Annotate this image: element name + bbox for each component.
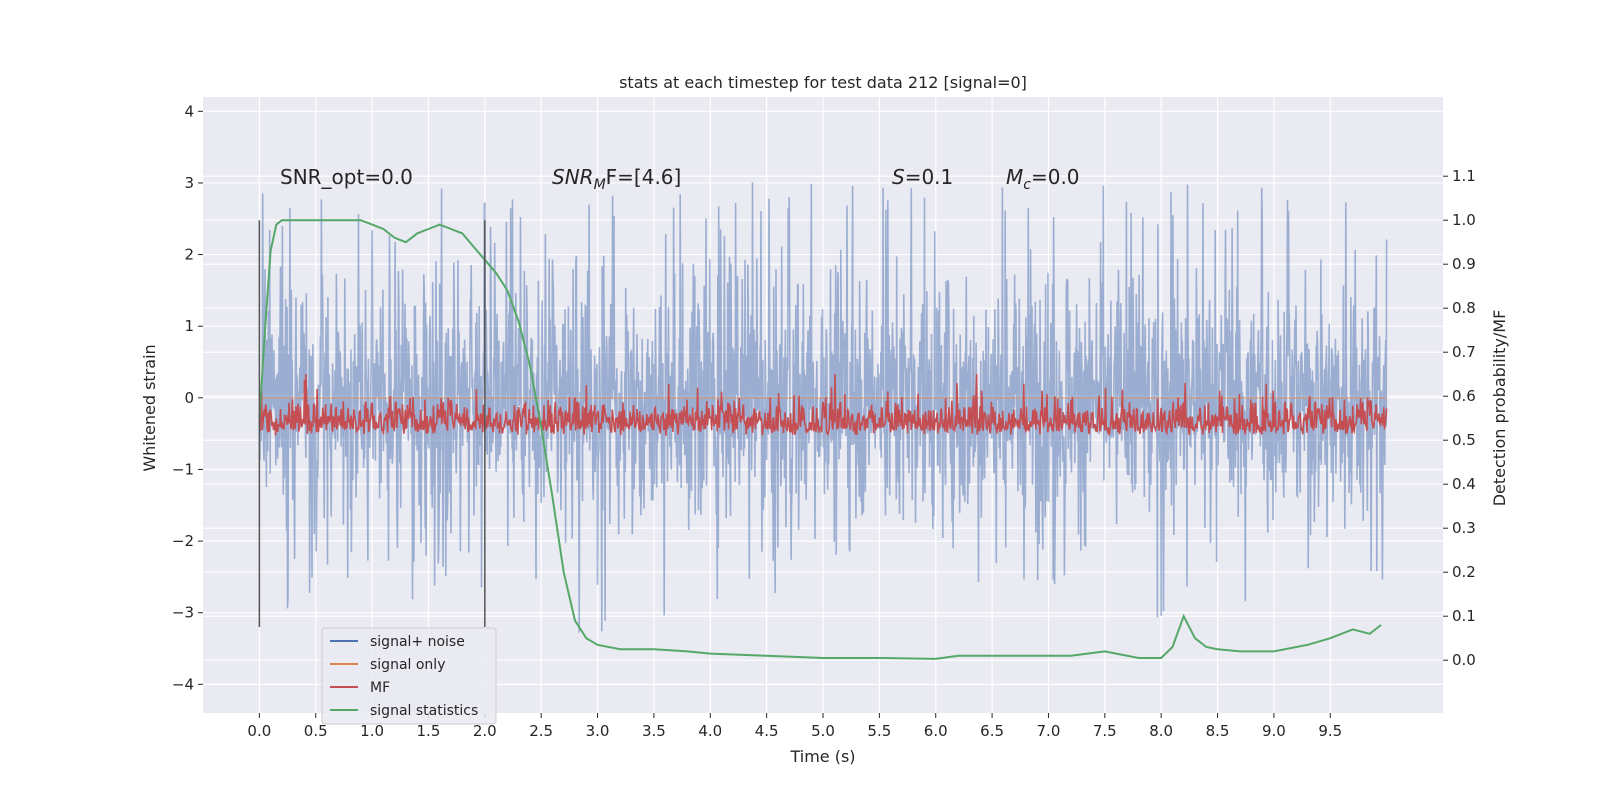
y2-tick-label: 0.2 [1452,563,1476,581]
annotation-snr-opt: SNR_opt=0.0 [280,165,413,189]
x-tick-label: 3.0 [586,722,610,740]
legend-label-signal-statistics: signal statistics [370,703,478,719]
y-tick-label: 1 [184,317,194,335]
y-tick-label: 2 [184,246,194,264]
axes: 0.0 0.5 1.0 1.5 2.0 2.5 3.0 3.5 4.0 4.5 5.0 5.5 6.0 6… [172,102,1476,740]
legend-box [321,627,497,725]
y-tick-label: 3 [184,174,194,192]
y2-tick-label: 0.0 [1452,651,1476,669]
x-tick-label: 5.0 [811,722,835,740]
x-tick-label: 9.5 [1318,722,1342,740]
x-tick-label: 4.0 [698,722,722,740]
y2-tick-label: 0.9 [1452,255,1476,273]
legend-label-signal-noise: signal+ noise [370,634,465,650]
y-tick-label: −4 [172,675,194,693]
y-axis-title: Whitened strain [140,344,159,471]
y2-tick-label: 0.8 [1452,299,1476,317]
x-tick-label: 2.5 [529,722,553,740]
legend: signal+ noise signal only MF signal stat… [321,627,497,725]
annotation-s-label: S [892,165,905,189]
x-tick-label: 8.0 [1149,722,1173,740]
x-tick-label: 9.0 [1262,722,1286,740]
window-markers [258,220,486,628]
annotation-snr-mf: SNRMF=[4.6] [552,165,681,193]
legend-label-signal-only: signal only [370,657,445,673]
x-tick-label: 1.5 [417,722,441,740]
x-tick-label: 5.5 [867,722,891,740]
y2-tick-label: 0.4 [1452,475,1476,493]
annotation-mc: Mc=0.0 [1006,165,1080,193]
y-tick-label: −2 [172,532,194,550]
y2-tick-label: 1.1 [1452,167,1476,185]
series-signal-statistics [258,219,1382,660]
annotation-mc-label: M [1006,165,1023,189]
x-tick-label: 1.0 [360,722,384,740]
x-tick-label: 6.0 [924,722,948,740]
x-tick-label: 7.0 [1037,722,1061,740]
y2-tick-label: 0.3 [1452,519,1476,537]
y2-tick-label: 0.7 [1452,343,1476,361]
y2-axis-title: Detection probability/MF [1490,310,1509,507]
x-tick-label: 0.0 [247,722,271,740]
annotation-mc-sub: c [1023,177,1031,193]
x-tick-label: 3.5 [642,722,666,740]
y2-tick-label: 0.6 [1452,387,1476,405]
annotation-mc-value: =0.0 [1031,165,1080,189]
legend-label-mf: MF [370,680,390,696]
y2-tick-label: 0.1 [1452,607,1476,625]
annotation-s: S=0.1 [892,165,953,189]
y2-tick-label: 1.0 [1452,211,1476,229]
y2-tick-label: 0.5 [1452,431,1476,449]
y-tick-label: −1 [172,460,194,478]
annotation-snr-mf-sub: M [594,177,606,193]
series-mf [258,374,1388,437]
x-tick-label: 7.5 [1093,722,1117,740]
x-tick-label: 8.5 [1206,722,1230,740]
x-tick-label: 2.0 [473,722,497,740]
annotation-s-value: =0.1 [905,165,954,189]
y-tick-label: 0 [184,389,194,407]
x-tick-label: 0.5 [304,722,328,740]
annotation-snr-mf-value: F=[4.6] [606,165,682,189]
chart-title: stats at each timestep for test data 212… [619,73,1027,92]
x-tick-label: 6.5 [980,722,1004,740]
annotation-snr-mf-label: SNR [552,165,594,189]
y-tick-label: 4 [184,102,194,120]
x-axis-title: Time (s) [789,747,855,766]
y-tick-label: −3 [172,604,194,622]
series-layer [258,182,1388,660]
x-tick-label: 4.5 [755,722,779,740]
series-signal-noise [258,182,1388,633]
